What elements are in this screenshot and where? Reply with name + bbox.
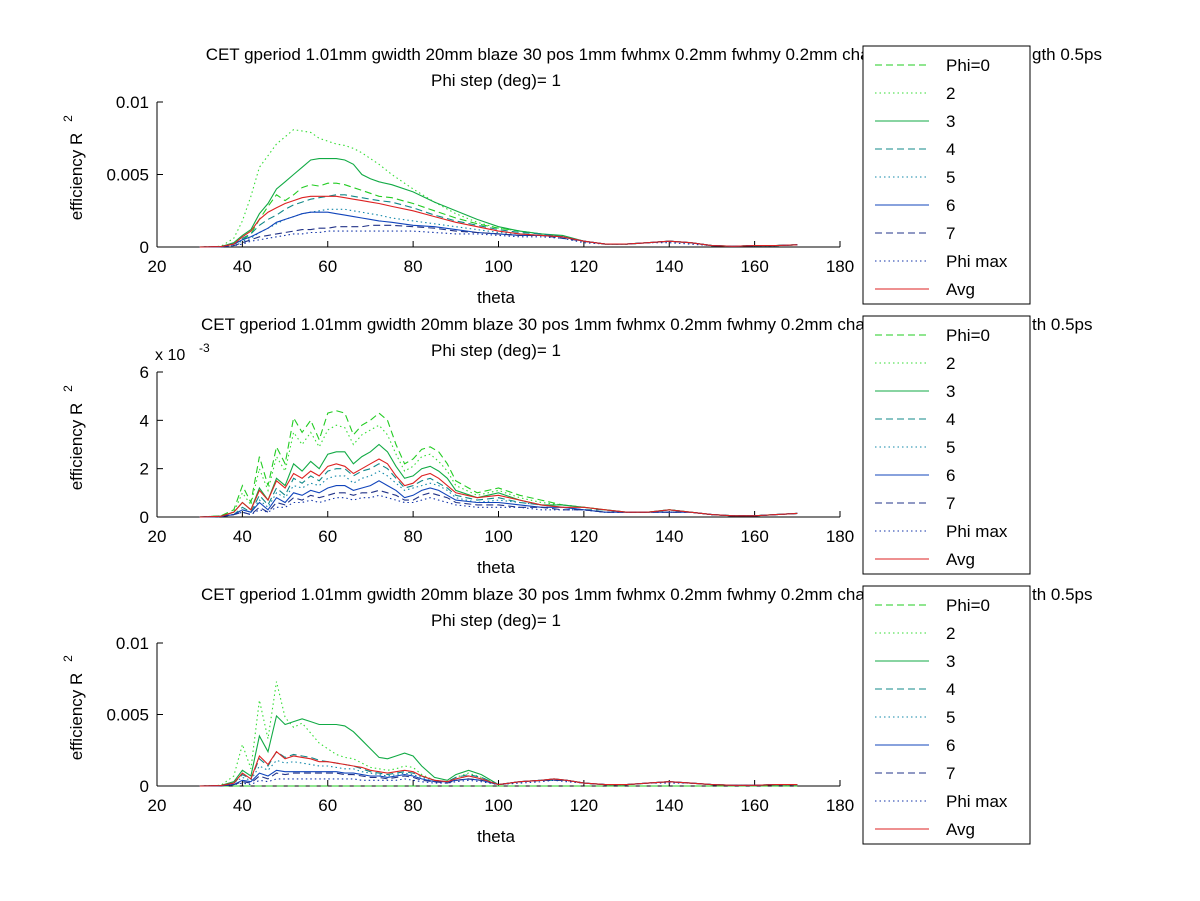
- legend-label: 5: [946, 708, 955, 727]
- x-tick-label: 60: [318, 527, 337, 546]
- legend-label: Avg: [946, 550, 975, 569]
- y-tick-label: 0.005: [106, 706, 149, 725]
- x-tick-label: 140: [655, 257, 683, 276]
- legend-box: [862, 585, 1031, 845]
- chart-title-tail: gth 0.5ps: [1032, 45, 1102, 64]
- x-tick-label: 80: [404, 257, 423, 276]
- x-tick-label: 20: [148, 796, 167, 815]
- subplot-1: CET gperiod 1.01mm gwidth 20mm blaze 30 …: [61, 45, 1102, 307]
- x-axis-label: theta: [477, 827, 515, 846]
- x-tick-label: 160: [740, 527, 768, 546]
- x-tick-label: 20: [148, 257, 167, 276]
- legend-label: Phi max: [946, 252, 1008, 271]
- x-tick-label: 40: [233, 527, 252, 546]
- x-tick-label: 80: [404, 527, 423, 546]
- y-tick-label: 0: [140, 777, 149, 796]
- legend-label: 2: [946, 624, 955, 643]
- y-axis-label-superscript: 2: [61, 655, 75, 662]
- legend: Phi=0 2 3 4 5 6 7 Phi max Avg: [862, 315, 1031, 575]
- y-axis-label-superscript: 2: [61, 115, 75, 122]
- legend-label: Phi=0: [946, 56, 990, 75]
- y-tick-label: 0: [140, 508, 149, 527]
- x-tick-label: 40: [233, 257, 252, 276]
- series-line-avg: [199, 195, 798, 248]
- legend-label: 3: [946, 112, 955, 131]
- legend-label: 2: [946, 84, 955, 103]
- y-axis-label: efficiency R: [67, 403, 86, 491]
- x-tick-label: 160: [740, 257, 768, 276]
- legend-label: Phi=0: [946, 596, 990, 615]
- y-axis-label: efficiency R: [67, 673, 86, 761]
- chart-subtitle: Phi step (deg)= 1: [431, 71, 561, 90]
- chart-subtitle: Phi step (deg)= 1: [431, 341, 561, 360]
- chart-title: CET gperiod 1.01mm gwidth 20mm blaze 30 …: [201, 315, 913, 334]
- y-tick-label: 2: [140, 460, 149, 479]
- x-tick-label: 120: [570, 796, 598, 815]
- x-tick-label: 60: [318, 796, 337, 815]
- y-axis-label: efficiency R: [67, 133, 86, 221]
- legend-label: 3: [946, 652, 955, 671]
- chart-title-tail: th 0.5ps: [1032, 315, 1093, 334]
- legend-label: 3: [946, 382, 955, 401]
- x-tick-label: 180: [826, 527, 854, 546]
- chart-title: CET gperiod 1.01mm gwidth 20mm blaze 30 …: [201, 585, 913, 604]
- legend-label: 5: [946, 438, 955, 457]
- legend-box: [862, 45, 1031, 305]
- x-tick-label: 180: [826, 796, 854, 815]
- legend-label: Phi max: [946, 522, 1008, 541]
- legend-label: 7: [946, 224, 955, 243]
- legend-label: 4: [946, 140, 955, 159]
- legend-label: 5: [946, 168, 955, 187]
- subplot-3: CET gperiod 1.01mm gwidth 20mm blaze 30 …: [61, 585, 1093, 846]
- y-tick-label: 0.01: [116, 634, 149, 653]
- x-tick-label: 160: [740, 796, 768, 815]
- series-line-avg: [199, 750, 798, 787]
- x-tick-label: 100: [484, 257, 512, 276]
- x-tick-label: 80: [404, 796, 423, 815]
- x-tick-label: 60: [318, 257, 337, 276]
- x-tick-label: 140: [655, 796, 683, 815]
- legend-label: Avg: [946, 280, 975, 299]
- y-tick-label: 6: [140, 363, 149, 382]
- y-tick-label: 0.005: [106, 166, 149, 185]
- x-tick-label: 120: [570, 257, 598, 276]
- series-line-2: [199, 424, 798, 518]
- legend-label: 4: [946, 680, 955, 699]
- legend-label: Phi max: [946, 792, 1008, 811]
- chart-title-tail: th 0.5ps: [1032, 585, 1093, 604]
- legend-label: 6: [946, 466, 955, 485]
- x-axis-label: theta: [477, 558, 515, 577]
- x-axis-label: theta: [477, 288, 515, 307]
- x-tick-label: 20: [148, 527, 167, 546]
- legend-label: 4: [946, 410, 955, 429]
- legend-label: Avg: [946, 820, 975, 839]
- legend-label: Phi=0: [946, 326, 990, 345]
- y-exponent-label: x 10: [155, 347, 185, 364]
- x-tick-label: 180: [826, 257, 854, 276]
- legend: Phi=0 2 3 4 5 6 7 Phi max Avg: [862, 585, 1031, 845]
- legend-label: 7: [946, 764, 955, 783]
- x-tick-label: 100: [484, 527, 512, 546]
- chart-subtitle: Phi step (deg)= 1: [431, 611, 561, 630]
- chart-title: CET gperiod 1.01mm gwidth 20mm blaze 30 …: [206, 45, 909, 64]
- legend-box: [862, 315, 1031, 575]
- x-tick-label: 140: [655, 527, 683, 546]
- y-tick-label: 0: [140, 238, 149, 257]
- legend-label: 6: [946, 736, 955, 755]
- y-tick-label: 4: [140, 411, 149, 430]
- x-tick-label: 120: [570, 527, 598, 546]
- y-axis-label-superscript: 2: [61, 385, 75, 392]
- subplot-2: CET gperiod 1.01mm gwidth 20mm blaze 30 …: [61, 315, 1093, 577]
- x-tick-label: 100: [484, 796, 512, 815]
- series-line-2: [199, 681, 798, 787]
- y-tick-label: 0.01: [116, 93, 149, 112]
- legend-label: 7: [946, 494, 955, 513]
- legend-label: 6: [946, 196, 955, 215]
- y-exponent-superscript: -3: [199, 341, 210, 355]
- x-tick-label: 40: [233, 796, 252, 815]
- legend: Phi=0 2 3 4 5 6 7 Phi max Avg: [862, 45, 1031, 305]
- legend-label: 2: [946, 354, 955, 373]
- series-line-avg: [199, 458, 798, 518]
